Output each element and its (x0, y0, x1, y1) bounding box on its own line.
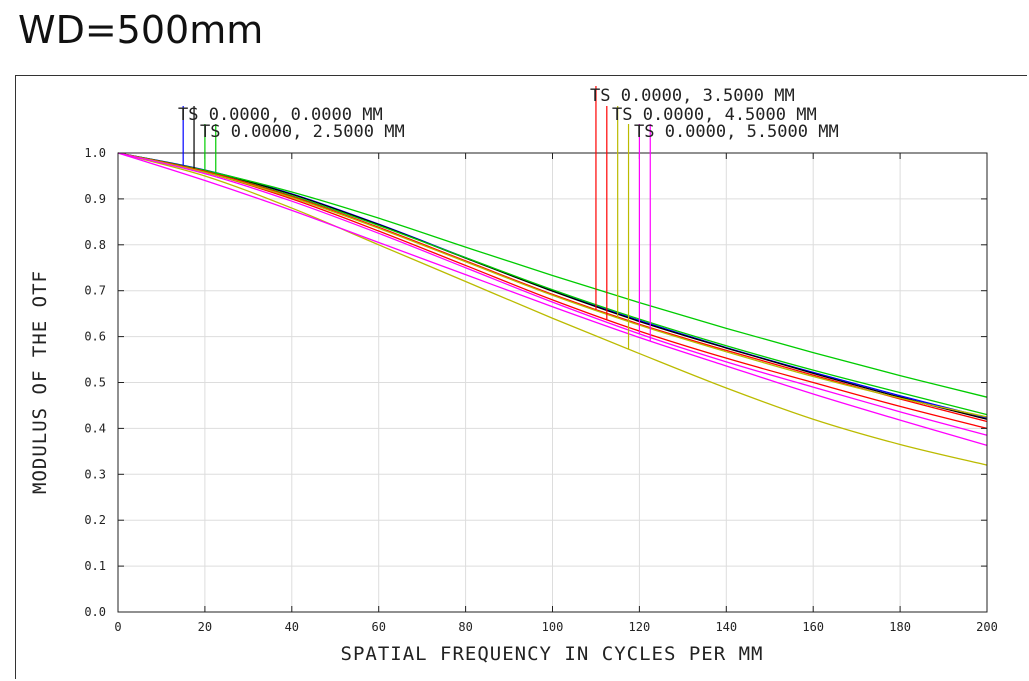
legend-label: TS 0.0000, 0.0000 MM (178, 105, 383, 125)
y-tick-label: 0.3 (84, 467, 106, 481)
series-line (117, 152, 988, 398)
x-tick-label: 0 (114, 620, 121, 634)
series-line (117, 152, 988, 418)
legend-label: TS 0.0000, 4.5000 MM (612, 105, 817, 125)
series-line (117, 152, 988, 430)
y-tick-label: 0.2 (84, 513, 106, 527)
x-tick-label: 20 (198, 620, 212, 634)
y-tick-label: 0.8 (84, 238, 106, 252)
x-tick-label: 160 (802, 620, 824, 634)
y-tick-label: 0.4 (84, 421, 106, 435)
legend-markers (182, 86, 651, 350)
x-tick-label: 100 (542, 620, 564, 634)
legend-label: TS 0.0000, 3.5000 MM (590, 86, 795, 106)
y-tick-label: 0.1 (84, 559, 106, 573)
x-tick-label: 60 (371, 620, 385, 634)
mtf-chart: 0 20 40 60 80 100 120 140 160 180 200 0.0 0.1 0.2 0.3 0… (29, 86, 998, 665)
x-tick-label: 40 (285, 620, 299, 634)
series-line (117, 152, 988, 420)
legend-label: TS 0.0000, 5.5000 MM (634, 122, 839, 142)
x-tick-label: 180 (889, 620, 911, 634)
plot-frame: 0 20 40 60 80 100 120 140 160 180 200 0.0 0.1 0.2 0.3 0… (15, 75, 1027, 679)
ticks: 0 20 40 60 80 100 120 140 160 180 200 0.0 0.1 0.2 0.3 0… (84, 146, 998, 634)
series-line (117, 152, 988, 447)
series-line (117, 152, 988, 466)
y-axis-title: MODULUS OF THE OTF (29, 270, 51, 494)
x-axis-title: SPATIAL FREQUENCY IN CYCLES PER MM (341, 643, 764, 665)
y-tick-label: 0.0 (84, 605, 106, 619)
y-tick-label: 0.5 (84, 376, 106, 390)
legend-label: TS 0.0000, 2.5000 MM (200, 122, 405, 142)
x-tick-label: 120 (629, 620, 651, 634)
y-tick-label: 0.7 (84, 284, 106, 298)
x-tick-label: 140 (715, 620, 737, 634)
y-tick-label: 1.0 (84, 146, 106, 160)
page-title: WD=500mm (18, 8, 264, 52)
x-tick-label: 80 (458, 620, 472, 634)
series-lines (117, 152, 988, 466)
series-line (117, 152, 988, 436)
grid (117, 152, 988, 613)
series-line (117, 152, 988, 423)
x-tick-label: 200 (976, 620, 998, 634)
y-tick-label: 0.6 (84, 330, 106, 344)
y-tick-label: 0.9 (84, 192, 106, 206)
